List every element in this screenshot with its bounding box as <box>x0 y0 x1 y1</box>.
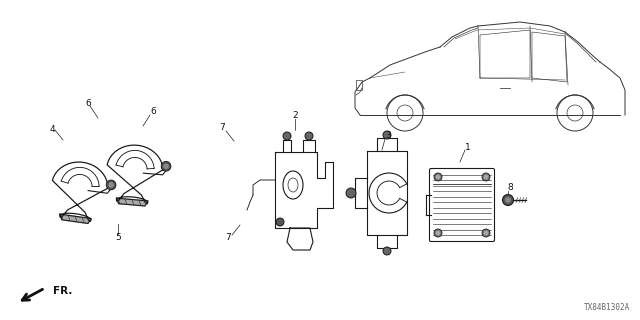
Circle shape <box>434 229 442 237</box>
Circle shape <box>106 180 116 190</box>
Circle shape <box>383 131 391 139</box>
Circle shape <box>346 188 356 198</box>
Circle shape <box>283 132 291 140</box>
Text: TX84B1302A: TX84B1302A <box>584 303 630 312</box>
Text: 7: 7 <box>225 234 231 243</box>
Text: 6: 6 <box>150 108 156 116</box>
Circle shape <box>436 231 440 235</box>
Text: 1: 1 <box>465 142 471 151</box>
Circle shape <box>436 175 440 179</box>
Polygon shape <box>116 198 148 206</box>
Text: 4: 4 <box>49 125 55 134</box>
Text: 7: 7 <box>219 124 225 132</box>
Circle shape <box>482 229 490 237</box>
Text: 8: 8 <box>507 183 513 193</box>
Circle shape <box>164 164 168 169</box>
Circle shape <box>383 247 391 255</box>
Circle shape <box>502 195 513 205</box>
Polygon shape <box>60 214 92 223</box>
Text: FR.: FR. <box>53 286 72 296</box>
Text: 5: 5 <box>115 233 121 242</box>
Circle shape <box>484 175 488 179</box>
Circle shape <box>305 132 313 140</box>
Circle shape <box>276 218 284 226</box>
Circle shape <box>506 197 511 203</box>
Circle shape <box>484 231 488 235</box>
Circle shape <box>109 183 113 187</box>
Circle shape <box>482 173 490 181</box>
Text: 6: 6 <box>85 99 91 108</box>
Circle shape <box>161 162 171 171</box>
Text: 3: 3 <box>385 132 391 140</box>
Circle shape <box>434 173 442 181</box>
Text: 2: 2 <box>292 111 298 121</box>
